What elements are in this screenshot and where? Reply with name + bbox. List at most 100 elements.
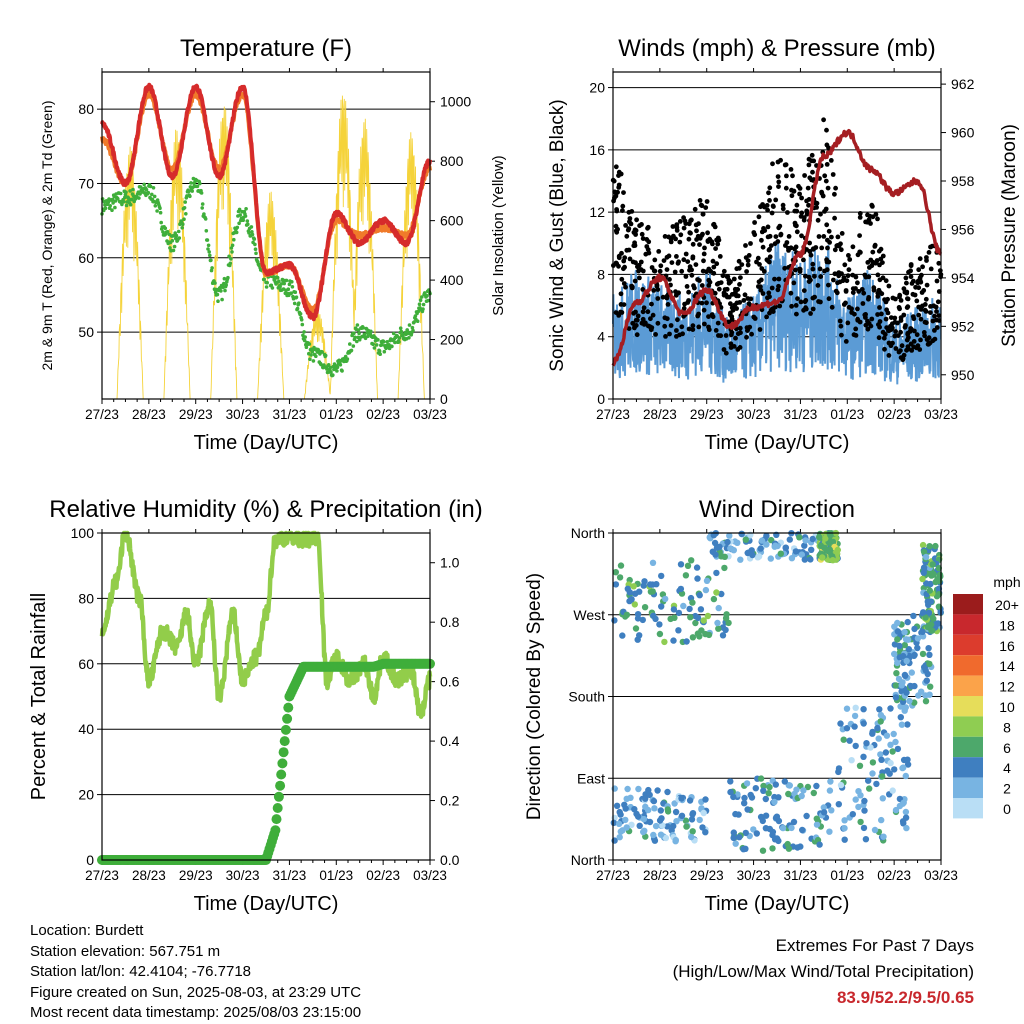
gust-point [801, 257, 806, 263]
direction-point [610, 819, 617, 826]
direction-point [641, 604, 649, 611]
gust-point [701, 258, 706, 264]
gust-point [639, 231, 645, 237]
gust-point [620, 208, 625, 214]
gust-point [856, 289, 862, 294]
y-tick-label: 16 [589, 142, 605, 158]
speed-colorbar: mph 20+ 18 16 14 12 10 8 6 4 2 0 [953, 574, 1021, 819]
dewpoint-point [307, 342, 312, 346]
direction-point [923, 580, 930, 587]
gust-point [780, 202, 786, 208]
dewpoint-point [309, 353, 313, 357]
gust-point [793, 244, 799, 250]
direction-point [749, 551, 756, 559]
gust-point [677, 239, 683, 245]
gust-point [706, 324, 711, 330]
gust-point [784, 240, 790, 245]
dewpoint-point [244, 207, 248, 211]
gust-point [662, 234, 668, 239]
direction-point [903, 657, 910, 665]
direction-point [705, 631, 713, 639]
gust-point [616, 313, 622, 318]
direction-point [718, 590, 725, 598]
direction-point [716, 543, 723, 550]
dewpoint-point [418, 298, 423, 303]
gust-point [778, 231, 784, 237]
direction-point [700, 617, 707, 624]
direction-point [623, 611, 631, 618]
precip-point [270, 825, 281, 836]
legend-swatch [953, 614, 983, 635]
gust-point [837, 318, 843, 324]
y2-axis-label: Solar Insolation (Yellow) [490, 155, 507, 315]
direction-point [892, 806, 900, 814]
direction-point [893, 670, 900, 677]
gust-point [868, 323, 874, 329]
direction-point [664, 806, 671, 813]
gust-point [778, 157, 783, 163]
gust-point [936, 318, 942, 323]
gust-point [642, 320, 648, 325]
gust-point [909, 281, 915, 286]
dewpoint-point [348, 342, 352, 346]
dewpoint-point [182, 217, 186, 221]
gust-point [726, 277, 732, 283]
wind-direction-panel: Wind DirectionNorthEastSouthWestNorth27/… [524, 496, 958, 915]
x-tick-label: 31/23 [273, 407, 307, 422]
gust-point [643, 251, 649, 257]
legend-swatch [953, 777, 983, 798]
direction-point [617, 562, 625, 569]
gust-point [641, 305, 647, 311]
gust-point [624, 233, 630, 239]
gust-point [804, 247, 809, 252]
gust-point [613, 223, 619, 229]
dewpoint-point [426, 298, 431, 303]
direction-point [926, 660, 933, 668]
gust-point [935, 299, 941, 305]
gust-point [742, 292, 748, 298]
y2-tick-label: 0.6 [440, 674, 460, 690]
gust-point [799, 233, 804, 239]
gust-point [679, 268, 685, 274]
x-tick-label: 30/23 [226, 407, 260, 422]
direction-point [848, 757, 855, 764]
dewpoint-point [142, 182, 146, 187]
dewpoint-point [338, 363, 343, 367]
x-tick-label: 29/23 [690, 868, 724, 883]
precip-point [277, 758, 288, 769]
gust-point [768, 243, 774, 249]
direction-point [693, 564, 701, 571]
x-tick-label: 29/23 [179, 868, 213, 883]
gust-point [729, 330, 735, 335]
direction-point [869, 770, 876, 777]
legend-label: 4 [1003, 760, 1011, 776]
gust-point [621, 302, 627, 307]
direction-point [799, 826, 806, 834]
direction-point [704, 612, 712, 620]
dewpoint-point [410, 325, 415, 330]
dewpoint-point [206, 243, 211, 248]
direction-point [649, 559, 657, 566]
dewpoint-point [118, 191, 123, 196]
gust-point [644, 237, 650, 242]
gust-point [685, 259, 691, 264]
direction-point [730, 829, 737, 836]
direction-point [880, 833, 887, 840]
gust-point [749, 331, 754, 337]
gust-point [886, 353, 892, 358]
direction-point [737, 556, 744, 563]
gust-point [882, 332, 888, 337]
gust-point [696, 311, 701, 317]
dewpoint-point [295, 306, 300, 311]
dewpoint-point [113, 205, 117, 210]
direction-point [878, 816, 885, 824]
direction-point [672, 838, 679, 845]
dewpoint-point [163, 226, 168, 231]
dewpoint-point [294, 295, 299, 300]
gust-point [761, 269, 767, 274]
gust-point [921, 330, 927, 335]
gust-point [764, 314, 769, 320]
dewpoint-point [220, 297, 224, 302]
gust-point [722, 287, 728, 292]
gust-point [794, 202, 800, 208]
